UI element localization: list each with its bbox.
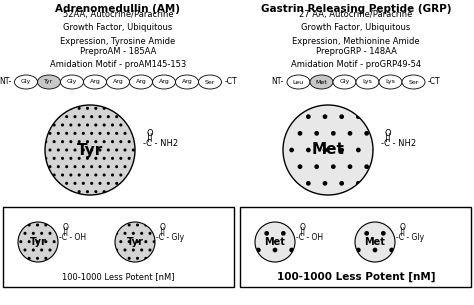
Ellipse shape: [153, 75, 175, 89]
Ellipse shape: [61, 75, 83, 89]
Text: PreproGRP - 148AA
Amidation Motif - proGRP49-54: PreproGRP - 148AA Amidation Motif - proG…: [291, 47, 421, 69]
Ellipse shape: [287, 75, 310, 89]
Ellipse shape: [333, 75, 356, 89]
Circle shape: [45, 105, 135, 195]
Circle shape: [355, 222, 395, 262]
Text: O: O: [147, 128, 154, 138]
Text: Met: Met: [264, 237, 285, 247]
Ellipse shape: [37, 75, 61, 89]
Circle shape: [255, 222, 295, 262]
Text: -C - OH: -C - OH: [296, 234, 323, 242]
Text: ||: ||: [63, 228, 68, 236]
Text: Met: Met: [311, 142, 345, 157]
Text: Gly: Gly: [67, 80, 77, 84]
Text: ||: ||: [400, 228, 405, 236]
Text: Gastrin Releasing Peptide (GRP): Gastrin Releasing Peptide (GRP): [261, 4, 451, 14]
Text: 100-1000 Less Potent [nM]: 100-1000 Less Potent [nM]: [62, 272, 174, 282]
Text: Tyr: Tyr: [45, 80, 54, 84]
Text: O: O: [385, 128, 392, 138]
Text: -CT: -CT: [428, 77, 441, 87]
Text: Leu: Leu: [293, 80, 304, 84]
Text: 52AA, Autocrine/Paracrine
Growth Factor, Ubiquitous
Expression, Tyrosine Amide: 52AA, Autocrine/Paracrine Growth Factor,…: [60, 10, 176, 46]
Ellipse shape: [379, 75, 402, 89]
Text: O: O: [160, 223, 166, 231]
Text: Arg: Arg: [159, 80, 169, 84]
Text: O: O: [300, 223, 306, 231]
Circle shape: [115, 222, 155, 262]
Text: Tyr: Tyr: [77, 142, 103, 157]
Text: O: O: [63, 223, 69, 231]
Text: Arg: Arg: [136, 80, 146, 84]
Text: -C - NH2: -C - NH2: [381, 139, 416, 149]
Ellipse shape: [15, 75, 37, 89]
Text: Lys: Lys: [363, 80, 373, 84]
Text: 100-1000 Less Potent [nM]: 100-1000 Less Potent [nM]: [277, 272, 435, 282]
Text: ||: ||: [147, 134, 153, 142]
Text: -C - NH2: -C - NH2: [143, 139, 178, 149]
Text: Ser: Ser: [408, 80, 419, 84]
FancyBboxPatch shape: [3, 207, 234, 287]
Text: Ser: Ser: [205, 80, 215, 84]
Ellipse shape: [199, 75, 221, 89]
Text: -C - Gly: -C - Gly: [396, 234, 424, 242]
Text: Met: Met: [316, 80, 328, 84]
Text: 27 AA, Autocrine/Paracrine
Growth Factor, Ubiquitous
Expression, Methionine Amid: 27 AA, Autocrine/Paracrine Growth Factor…: [292, 10, 420, 46]
Ellipse shape: [310, 75, 333, 89]
Text: Arg: Arg: [182, 80, 192, 84]
Ellipse shape: [175, 75, 199, 89]
Ellipse shape: [107, 75, 129, 89]
Text: NT-: NT-: [0, 77, 11, 87]
Text: Met: Met: [365, 237, 385, 247]
Text: Arg: Arg: [90, 80, 100, 84]
Text: -C - Gly: -C - Gly: [156, 234, 184, 242]
FancyBboxPatch shape: [240, 207, 471, 287]
Text: Adrenomedullin (AM): Adrenomedullin (AM): [55, 4, 181, 14]
Text: Gly: Gly: [21, 80, 31, 84]
Text: Tyr: Tyr: [127, 237, 144, 247]
Text: Tyr: Tyr: [29, 237, 46, 247]
Ellipse shape: [356, 75, 379, 89]
Text: ||: ||: [160, 228, 165, 236]
Text: Gly: Gly: [339, 80, 350, 84]
Text: PreproAM - 185AA
Amidation Motif - proAM145-153: PreproAM - 185AA Amidation Motif - proAM…: [50, 47, 186, 69]
Circle shape: [283, 105, 373, 195]
Text: O: O: [400, 223, 406, 231]
Text: NT-: NT-: [272, 77, 284, 87]
Ellipse shape: [129, 75, 153, 89]
Text: ||: ||: [300, 228, 305, 236]
Ellipse shape: [402, 75, 425, 89]
Text: -C - OH: -C - OH: [59, 234, 86, 242]
Text: ||: ||: [385, 134, 391, 142]
Text: Arg: Arg: [113, 80, 123, 84]
Text: Lys: Lys: [385, 80, 395, 84]
Ellipse shape: [83, 75, 107, 89]
Text: -CT: -CT: [225, 77, 237, 87]
Circle shape: [18, 222, 58, 262]
